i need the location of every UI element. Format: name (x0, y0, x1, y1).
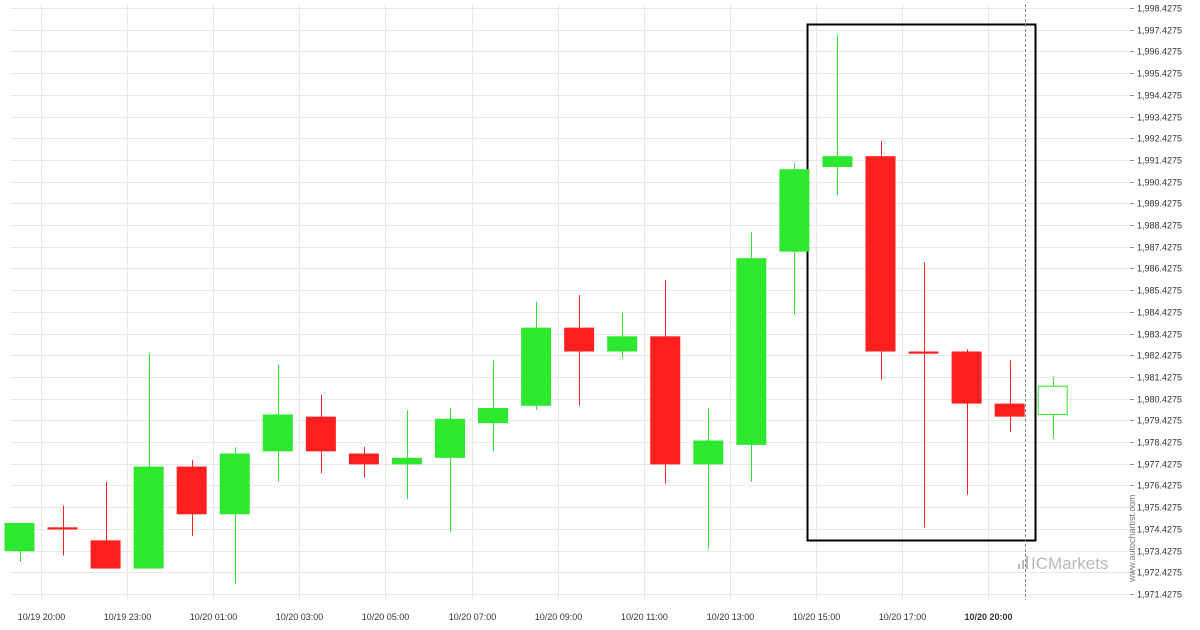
x-axis: 10/19 20:00 10/19 23:00 10/20 01:00 10/20 0… (18, 612, 1013, 622)
y-tick-label: 1,991.4275 (1137, 156, 1182, 166)
x-tick-label: 10/20 20:00 (964, 612, 1012, 622)
candle-body (90, 540, 121, 569)
y-tick-label: 1,979.4275 (1137, 416, 1182, 426)
candle-body (219, 453, 250, 515)
candle-body (607, 336, 638, 352)
candle-body (822, 156, 853, 168)
candle-body (994, 403, 1025, 417)
candle-body (133, 466, 164, 569)
y-tick-label: 1,992.4275 (1137, 134, 1182, 144)
brand-watermark: ICMarkets (1018, 554, 1108, 573)
y-tick-label: 1,996.4275 (1137, 47, 1182, 57)
y-tick-label: 1,980.4275 (1137, 395, 1182, 405)
candle-body (1037, 385, 1068, 415)
candle-body (391, 457, 422, 465)
x-tick-label: 10/20 03:00 (276, 612, 324, 622)
y-tick-label: 1,989.4275 (1137, 199, 1182, 209)
x-tick-label: 10/20 11:00 (621, 612, 668, 622)
y-tick-label: 1,976.4275 (1137, 481, 1182, 491)
x-tick-label: 10/19 23:00 (104, 612, 152, 622)
y-tick-label: 1,982.4275 (1137, 351, 1182, 361)
candle-body (521, 327, 552, 406)
candle-body (693, 440, 724, 465)
y-tick-label: 1,998.4275 (1137, 4, 1182, 14)
y-tick-label: 1,986.4275 (1137, 264, 1182, 274)
y-tick-label: 1,985.4275 (1137, 286, 1182, 296)
y-tick-label: 1,987.4275 (1137, 243, 1182, 253)
y-tick-label: 1,993.4275 (1137, 113, 1182, 123)
candle-body (951, 351, 982, 404)
watermark-brand-text: ICMarkets (1031, 554, 1108, 573)
candle-body (435, 418, 465, 458)
candle-body (478, 407, 509, 424)
y-tick-label: 1,983.4275 (1137, 330, 1182, 340)
x-tick-label: 10/20 07:00 (449, 612, 497, 622)
candles (4, 34, 1068, 584)
x-tick-label: 10/20 09:00 (535, 612, 583, 622)
candle-body (736, 258, 767, 445)
candle-body (348, 453, 379, 465)
y-tick-label: 1,975.4275 (1137, 503, 1182, 513)
y-axis: 1,998.4275 1,997.4275 1,996.4275 1,995.4275… (1130, 4, 1182, 600)
candle-body (262, 414, 293, 452)
x-tick-label: 10/20 13:00 (707, 612, 755, 622)
candle-body (305, 416, 336, 452)
x-tick-label: 10/19 20:00 (18, 612, 66, 622)
candle-body (4, 522, 35, 552)
candle-body (564, 327, 595, 352)
x-tick-label: 10/20 05:00 (362, 612, 410, 622)
y-tick-label: 1,973.4275 (1137, 547, 1182, 557)
y-tick-label: 1,988.4275 (1137, 221, 1182, 231)
pattern-highlight-box (806, 23, 1037, 542)
watermark-site-text: www.autochartist.com (1127, 494, 1137, 583)
y-tick-label: 1,984.4275 (1137, 308, 1182, 318)
y-tick-label: 1,997.4275 (1137, 26, 1182, 36)
candle-body (779, 169, 810, 252)
y-tick-label: 1,978.4275 (1137, 438, 1182, 448)
x-tick-label: 10/20 01:00 (190, 612, 238, 622)
candle-body (47, 527, 78, 530)
y-tick-label: 1,972.4275 (1137, 568, 1182, 578)
y-tick-label: 1,971.4275 (1137, 590, 1182, 600)
candle-body (176, 466, 207, 515)
x-tick-label: 10/20 15:00 (793, 612, 841, 622)
y-tick-label: 1,995.4275 (1137, 69, 1182, 79)
x-tick-label: 10/20 17:00 (879, 612, 927, 622)
candle-body (865, 156, 896, 352)
candle-body (908, 351, 939, 354)
grid-lines (10, 4, 1130, 600)
y-tick-label: 1,990.4275 (1137, 178, 1182, 188)
y-tick-label: 1,977.4275 (1137, 460, 1182, 470)
y-tick-label: 1,994.4275 (1137, 91, 1182, 101)
y-tick-label: 1,974.4275 (1137, 525, 1182, 535)
candle-body (650, 336, 681, 465)
annotation-layer (806, 4, 1037, 600)
y-tick-label: 1,981.4275 (1137, 373, 1182, 383)
